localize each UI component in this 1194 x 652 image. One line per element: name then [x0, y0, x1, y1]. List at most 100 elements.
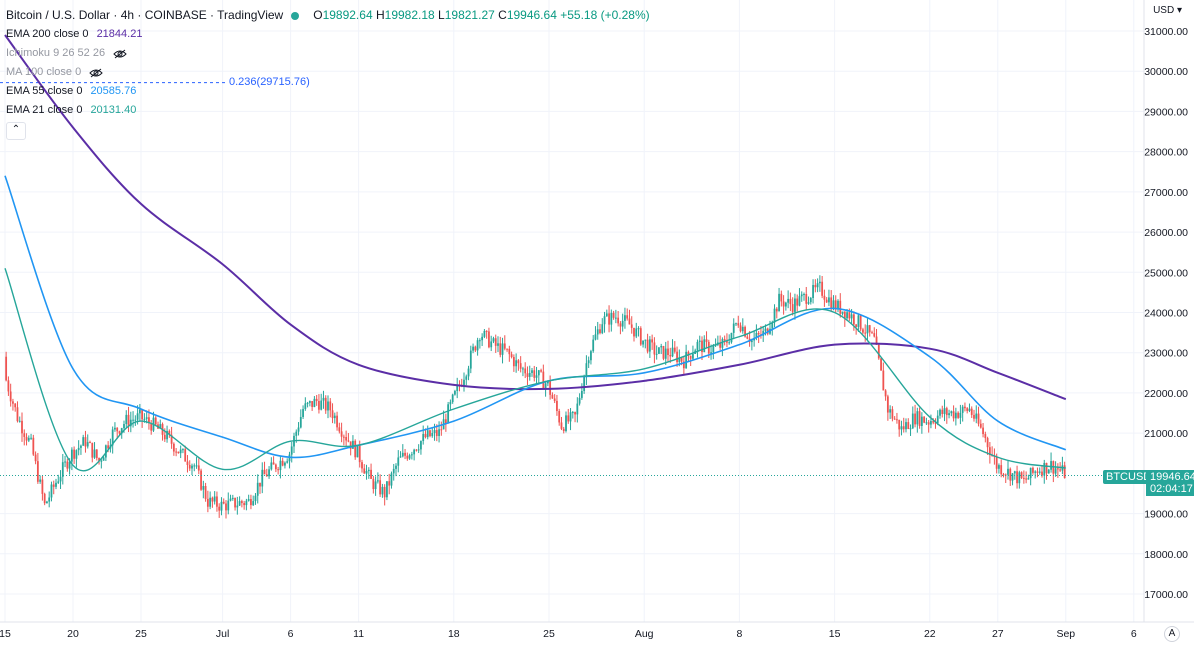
currency-selector[interactable]: USD ▾	[1153, 5, 1182, 16]
candle-up	[449, 401, 452, 405]
candle-up	[472, 346, 474, 351]
candle-down	[662, 346, 665, 359]
candle-up	[778, 293, 780, 312]
candle-down	[329, 401, 332, 411]
candle-down	[896, 419, 898, 421]
candle-down	[25, 436, 28, 441]
candle-up	[252, 501, 255, 506]
candle-down	[1009, 468, 1012, 481]
candle-down	[907, 422, 910, 429]
candle-up	[936, 415, 939, 423]
symbol-title[interactable]: Bitcoin / U.S. Dollar · 4h · COINBASE · …	[6, 8, 284, 22]
candle-up	[816, 283, 819, 288]
candle-up	[857, 315, 860, 327]
price-axis[interactable]: 31000.00 30000.00 29000.00 28000.00 27000.00…	[1144, 26, 1188, 601]
candle-down	[973, 414, 975, 419]
candle-up	[367, 469, 370, 472]
candle-up	[320, 400, 323, 410]
collapse-legend-chevron-up-icon[interactable]: ⌃	[6, 122, 26, 140]
candle-down	[184, 449, 187, 462]
price-tick-label: 27000.00	[1144, 187, 1188, 199]
ohlc-change-value: +55.18 (+0.28%)	[560, 8, 650, 22]
candle-up	[624, 315, 626, 321]
candle-up	[771, 322, 774, 329]
candle-up	[692, 353, 694, 359]
candle-down	[877, 344, 880, 359]
candle-down	[331, 410, 334, 419]
candle-down	[12, 401, 14, 404]
candle-down	[1002, 474, 1005, 476]
candle-down	[982, 427, 984, 435]
candle-down	[886, 396, 889, 413]
candle-up	[614, 317, 617, 319]
ohlc-high-label: H	[375, 8, 385, 22]
candle-down	[852, 314, 855, 325]
candle-down	[882, 370, 885, 391]
candle-down	[243, 503, 246, 506]
ohlc-close-value: 19946.64	[506, 8, 557, 22]
candle-down	[646, 339, 649, 352]
candle-down	[775, 308, 778, 312]
candle-up	[476, 340, 479, 351]
hidden-eye-icon[interactable]	[89, 68, 103, 78]
candle-down	[639, 328, 642, 345]
auto-scale-button[interactable]: A	[1164, 626, 1180, 642]
symbol-price-tag: BTCUSD	[1103, 470, 1155, 484]
ohlc-high-value: 19982.18	[384, 8, 435, 22]
candle-down	[206, 498, 209, 507]
price-tick-label: 24000.00	[1144, 308, 1188, 320]
candle-down	[746, 336, 749, 339]
candle-up	[270, 462, 273, 470]
candle-up	[601, 324, 604, 334]
time-tick-label: 11	[353, 628, 364, 640]
candle-up	[685, 351, 688, 369]
candle-up	[794, 298, 796, 312]
candle-down	[363, 468, 366, 474]
candle-up	[800, 294, 803, 297]
candle-down	[41, 479, 44, 494]
time-axis[interactable]: 15 20 25 Jul 6 11 18 25 Aug 8 15 22 27 Sep 6	[0, 628, 1137, 640]
candle-down	[499, 343, 502, 355]
candle-down	[986, 438, 989, 448]
candle-down	[1041, 471, 1043, 476]
candle-down	[977, 413, 980, 424]
candle-up	[397, 457, 400, 466]
candle-down	[73, 449, 76, 459]
candle-down	[932, 421, 935, 423]
indicator-ema21[interactable]: EMA 21 close 0 20131.40	[6, 101, 650, 120]
indicator-ema55[interactable]: EMA 55 close 0 20585.76	[6, 82, 650, 101]
candle-down	[567, 415, 570, 422]
candle-up	[100, 460, 103, 462]
candle-up	[818, 281, 821, 284]
candle-down	[651, 339, 654, 343]
hidden-eye-icon[interactable]	[113, 49, 127, 59]
indicator-name: EMA 21 close 0	[6, 104, 83, 116]
indicator-ema200[interactable]: EMA 200 close 0 21844.21	[6, 25, 650, 44]
indicator-ichimoku[interactable]: Ichimoku 9 26 52 26	[6, 44, 650, 63]
candle-down	[429, 430, 431, 437]
time-tick-label: 18	[448, 628, 460, 640]
candle-down	[705, 339, 708, 342]
candle-down	[9, 391, 12, 402]
candle-down	[553, 398, 556, 401]
candle-down	[789, 298, 792, 305]
candle-up	[889, 409, 892, 413]
candle-up	[537, 370, 540, 376]
price-tick-label: 18000.00	[1144, 549, 1188, 561]
candle-up	[596, 329, 599, 335]
candle-down	[340, 431, 343, 437]
candle-up	[55, 482, 57, 487]
candle-down	[864, 332, 867, 334]
candle-down	[506, 348, 508, 350]
candle-down	[676, 351, 678, 363]
candle-up	[483, 330, 486, 337]
candle-up	[585, 363, 588, 377]
candle-down	[918, 411, 921, 427]
candle-up	[132, 419, 134, 421]
candle-down	[274, 464, 277, 470]
indicator-ma100[interactable]: MA 100 close 0	[6, 63, 650, 82]
time-tick-label: 22	[924, 628, 936, 640]
candle-up	[410, 454, 413, 456]
candle-up	[295, 431, 298, 436]
